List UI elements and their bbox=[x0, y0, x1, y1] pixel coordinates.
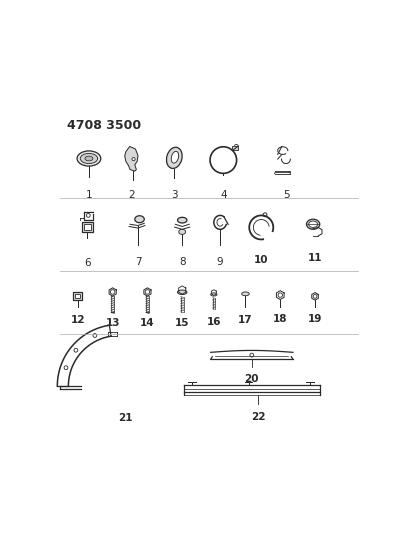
Circle shape bbox=[250, 353, 254, 357]
Text: 10: 10 bbox=[254, 255, 268, 265]
Circle shape bbox=[74, 349, 78, 352]
Text: 8: 8 bbox=[179, 256, 186, 266]
Text: 2: 2 bbox=[129, 190, 135, 200]
Circle shape bbox=[132, 158, 135, 161]
Text: 20: 20 bbox=[244, 375, 259, 384]
Text: 12: 12 bbox=[71, 315, 85, 325]
Ellipse shape bbox=[306, 219, 320, 229]
Circle shape bbox=[313, 294, 317, 298]
Circle shape bbox=[64, 366, 68, 369]
Text: 11: 11 bbox=[308, 253, 322, 263]
Circle shape bbox=[263, 213, 267, 217]
Circle shape bbox=[93, 334, 97, 337]
Text: 19: 19 bbox=[308, 314, 322, 324]
Text: 18: 18 bbox=[273, 314, 288, 324]
Text: 7: 7 bbox=[135, 256, 141, 266]
Ellipse shape bbox=[171, 151, 179, 163]
Text: 15: 15 bbox=[175, 318, 189, 328]
Circle shape bbox=[145, 289, 150, 294]
Circle shape bbox=[278, 293, 282, 297]
FancyBboxPatch shape bbox=[82, 222, 93, 232]
Text: 5: 5 bbox=[283, 190, 290, 200]
Text: 4708 3500: 4708 3500 bbox=[67, 119, 141, 132]
Ellipse shape bbox=[242, 292, 249, 296]
Text: 16: 16 bbox=[206, 317, 221, 327]
Text: 17: 17 bbox=[238, 315, 253, 325]
Text: 14: 14 bbox=[140, 318, 155, 328]
Ellipse shape bbox=[309, 221, 317, 228]
Ellipse shape bbox=[80, 154, 98, 164]
Ellipse shape bbox=[77, 151, 101, 166]
FancyBboxPatch shape bbox=[232, 146, 238, 150]
Text: 22: 22 bbox=[251, 413, 265, 423]
Text: 1: 1 bbox=[86, 190, 92, 200]
Ellipse shape bbox=[211, 293, 217, 296]
Circle shape bbox=[86, 214, 90, 217]
Ellipse shape bbox=[135, 216, 144, 223]
Text: 13: 13 bbox=[105, 318, 120, 328]
Ellipse shape bbox=[177, 290, 187, 294]
Ellipse shape bbox=[166, 147, 182, 168]
FancyBboxPatch shape bbox=[75, 294, 80, 298]
Circle shape bbox=[111, 289, 115, 294]
Polygon shape bbox=[125, 147, 138, 171]
Text: 6: 6 bbox=[84, 258, 91, 268]
Ellipse shape bbox=[177, 217, 187, 223]
Ellipse shape bbox=[179, 229, 186, 235]
FancyBboxPatch shape bbox=[84, 224, 91, 230]
Text: 3: 3 bbox=[171, 190, 177, 200]
Text: 4: 4 bbox=[220, 190, 226, 200]
FancyBboxPatch shape bbox=[73, 292, 82, 300]
Text: 9: 9 bbox=[217, 256, 224, 266]
Text: 21: 21 bbox=[118, 413, 133, 423]
Ellipse shape bbox=[85, 156, 93, 161]
